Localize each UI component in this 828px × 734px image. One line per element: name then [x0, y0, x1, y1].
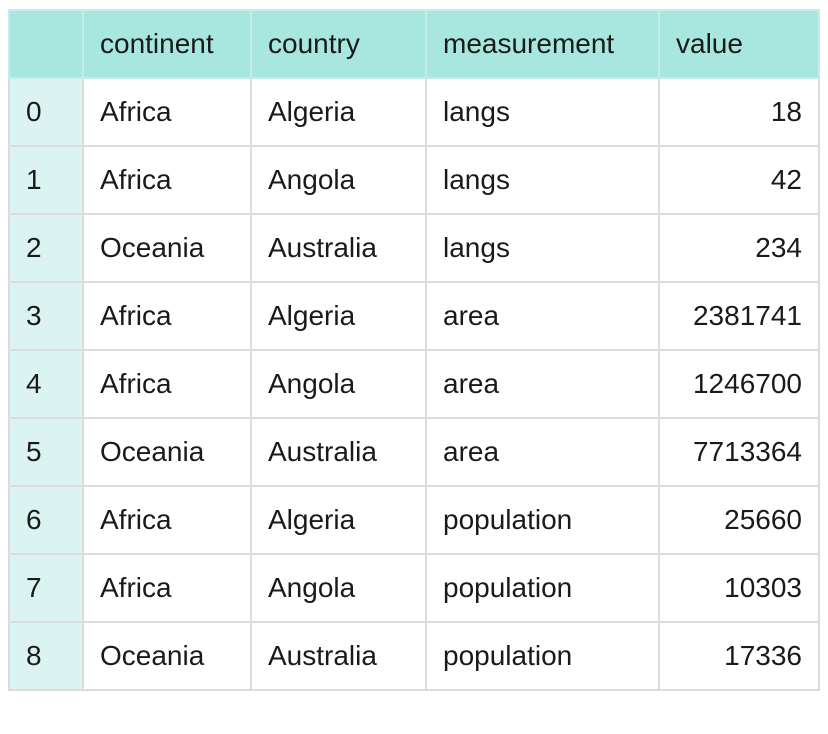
cell-index: 1	[8, 145, 84, 215]
table-row: 4 Africa Angola area 1246700	[8, 349, 820, 419]
cell-continent: Oceania	[82, 621, 252, 691]
cell-measurement: population	[425, 621, 660, 691]
cell-index: 2	[8, 213, 84, 283]
cell-value: 18	[658, 77, 820, 147]
cell-index: 7	[8, 553, 84, 623]
column-header-index	[8, 9, 84, 79]
header-row: continent country measurement value	[8, 9, 820, 79]
cell-country: Algeria	[250, 485, 427, 555]
data-table: continent country measurement value 0 Afr…	[8, 9, 820, 691]
cell-measurement: area	[425, 281, 660, 351]
cell-continent: Oceania	[82, 417, 252, 487]
cell-continent: Africa	[82, 485, 252, 555]
cell-measurement: area	[425, 417, 660, 487]
cell-continent: Africa	[82, 77, 252, 147]
cell-measurement: langs	[425, 213, 660, 283]
cell-country: Angola	[250, 349, 427, 419]
table-row: 7 Africa Angola population 10303	[8, 553, 820, 623]
cell-value: 234	[658, 213, 820, 283]
cell-value: 10303	[658, 553, 820, 623]
cell-measurement: area	[425, 349, 660, 419]
cell-value: 2381741	[658, 281, 820, 351]
cell-country: Australia	[250, 213, 427, 283]
table-row: 1 Africa Angola langs 42	[8, 145, 820, 215]
cell-value: 42	[658, 145, 820, 215]
cell-value: 17336	[658, 621, 820, 691]
column-header-value: value	[658, 9, 820, 79]
column-header-continent: continent	[82, 9, 252, 79]
cell-continent: Africa	[82, 281, 252, 351]
cell-index: 4	[8, 349, 84, 419]
cell-continent: Africa	[82, 349, 252, 419]
table-row: 5 Oceania Australia area 7713364	[8, 417, 820, 487]
cell-country: Angola	[250, 145, 427, 215]
table-row: 2 Oceania Australia langs 234	[8, 213, 820, 283]
cell-index: 0	[8, 77, 84, 147]
table-row: 0 Africa Algeria langs 18	[8, 77, 820, 147]
cell-measurement: langs	[425, 77, 660, 147]
cell-value: 1246700	[658, 349, 820, 419]
cell-country: Australia	[250, 621, 427, 691]
column-header-country: country	[250, 9, 427, 79]
cell-value: 25660	[658, 485, 820, 555]
cell-index: 6	[8, 485, 84, 555]
cell-value: 7713364	[658, 417, 820, 487]
cell-index: 3	[8, 281, 84, 351]
cell-country: Algeria	[250, 77, 427, 147]
table-row: 3 Africa Algeria area 2381741	[8, 281, 820, 351]
cell-index: 8	[8, 621, 84, 691]
cell-measurement: population	[425, 553, 660, 623]
column-header-measurement: measurement	[425, 9, 660, 79]
table-row: 6 Africa Algeria population 25660	[8, 485, 820, 555]
cell-continent: Oceania	[82, 213, 252, 283]
table-row: 8 Oceania Australia population 17336	[8, 621, 820, 691]
cell-country: Algeria	[250, 281, 427, 351]
cell-continent: Africa	[82, 553, 252, 623]
data-table-container: continent country measurement value 0 Afr…	[8, 9, 820, 691]
cell-country: Australia	[250, 417, 427, 487]
cell-country: Angola	[250, 553, 427, 623]
cell-continent: Africa	[82, 145, 252, 215]
cell-measurement: population	[425, 485, 660, 555]
cell-index: 5	[8, 417, 84, 487]
cell-measurement: langs	[425, 145, 660, 215]
